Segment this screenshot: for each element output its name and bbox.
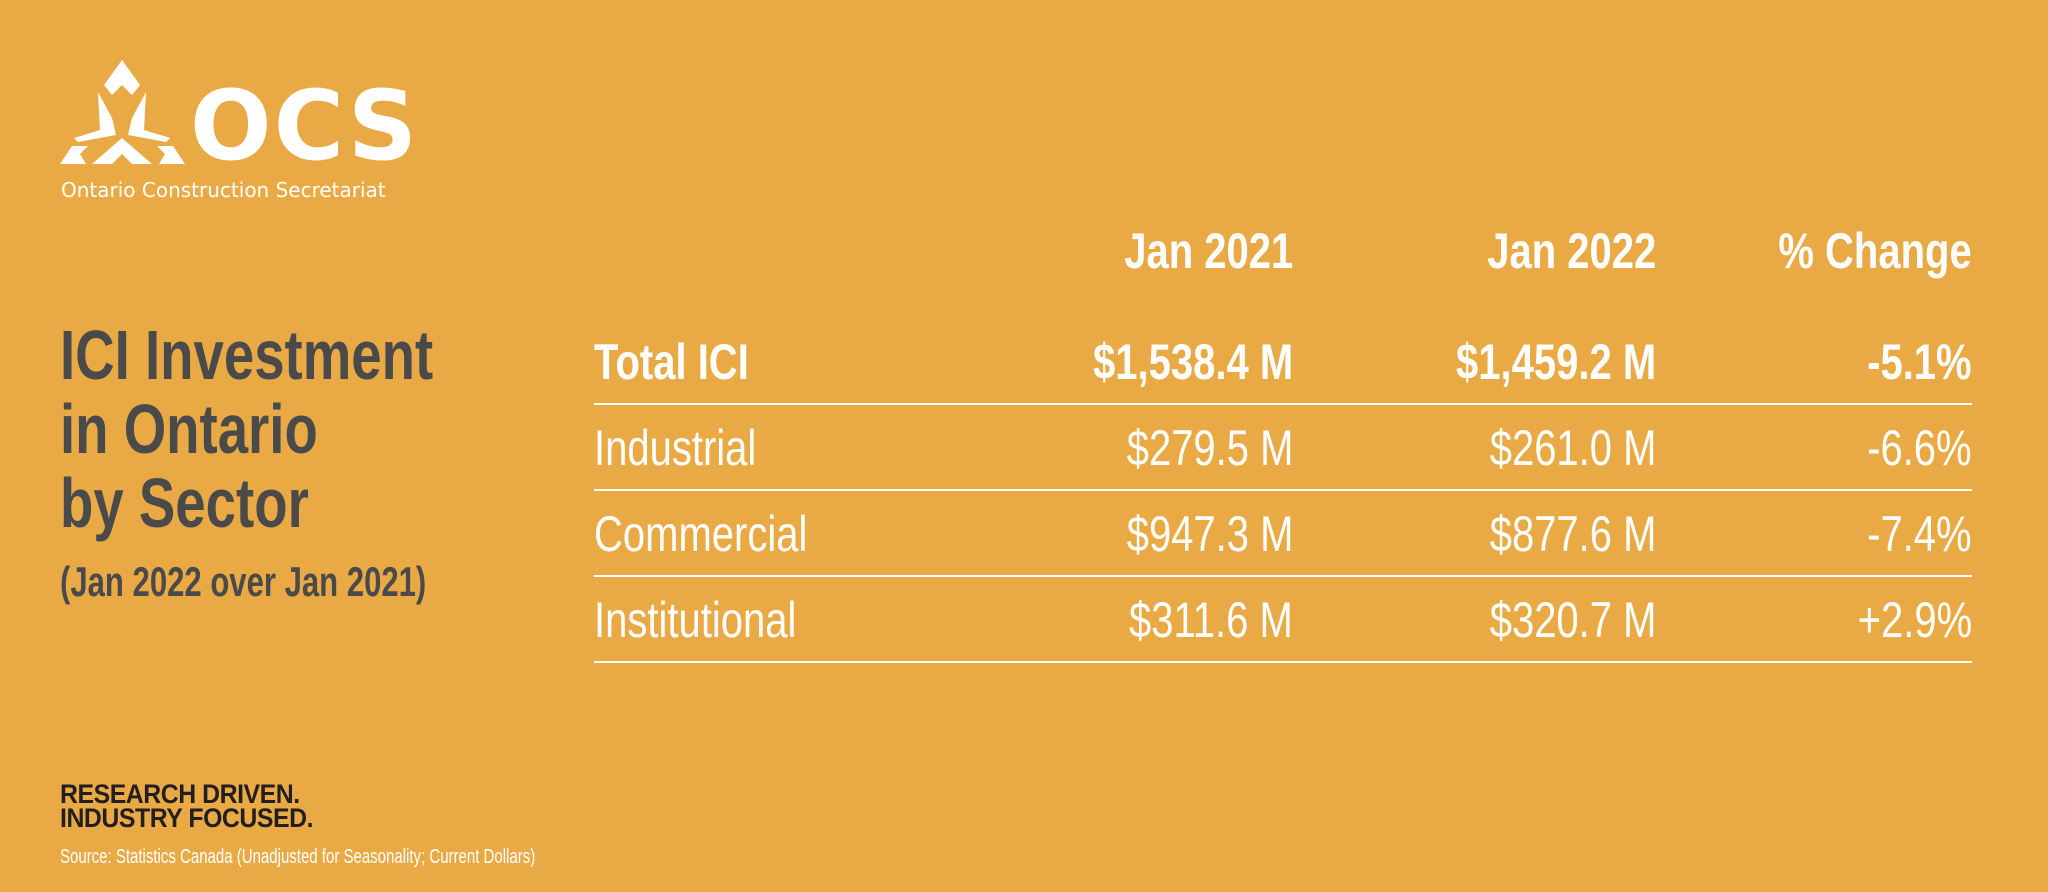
jan-2022-value: $877.6 M	[1489, 506, 1656, 562]
header-jan-2021: Jan 2021	[1123, 223, 1293, 279]
jan-2021-value: $311.6 M	[1129, 592, 1293, 648]
header-jan-2022: Jan 2022	[1486, 223, 1656, 279]
page-subtitle: (Jan 2022 over Jan 2021)	[60, 558, 427, 605]
table-row: Total ICI $1,538.4 M $1,459.2 M -5.1%	[594, 292, 1972, 405]
table-row: Institutional $311.6 M $320.7 M +2.9%	[594, 577, 1972, 663]
jan-2021-value: $1,538.4 M	[1092, 334, 1293, 390]
page-title: ICI Investment in Ontario by Sector	[60, 318, 433, 540]
jan-2021-value: $279.5 M	[1126, 420, 1293, 476]
percent-change-value: -7.4%	[1867, 506, 1973, 562]
source-note: Source: Statistics Canada (Unadjusted fo…	[60, 846, 536, 868]
percent-change-value: -6.6%	[1867, 420, 1973, 476]
ocs-logo-icon	[60, 60, 185, 164]
tagline: RESEARCH DRIVEN. INDUSTRY FOCUSED.	[60, 779, 314, 833]
row-label: Total ICI	[594, 334, 749, 390]
logo-organization-name: Ontario Construction Secretariat	[61, 178, 386, 202]
jan-2022-value: $1,459.2 M	[1455, 334, 1656, 390]
table-row: Commercial $947.3 M $877.6 M -7.4%	[594, 491, 1972, 577]
title-line: ICI Investment	[60, 316, 434, 394]
table-header-row: Jan 2021 Jan 2022 % Change	[594, 222, 1972, 292]
percent-change-value: +2.9%	[1857, 592, 1972, 648]
table-row: Industrial $279.5 M $261.0 M -6.6%	[594, 405, 1972, 491]
title-line: in Ontario	[60, 390, 318, 468]
investment-table: Jan 2021 Jan 2022 % Change Total ICI $1,…	[594, 222, 1972, 663]
jan-2021-value: $947.3 M	[1126, 506, 1293, 562]
header-percent-change: % Change	[1778, 223, 1972, 279]
jan-2022-value: $320.7 M	[1489, 592, 1656, 648]
title-line: by Sector	[60, 464, 309, 542]
row-label: Commercial	[594, 506, 808, 562]
row-label: Institutional	[594, 592, 797, 648]
tagline-line: INDUSTRY FOCUSED.	[60, 803, 314, 833]
percent-change-value: -5.1%	[1867, 334, 1973, 390]
row-label: Industrial	[594, 420, 757, 476]
tagline-line: RESEARCH DRIVEN.	[60, 779, 300, 809]
jan-2022-value: $261.0 M	[1489, 420, 1656, 476]
logo-wordmark: OCS	[190, 70, 419, 182]
